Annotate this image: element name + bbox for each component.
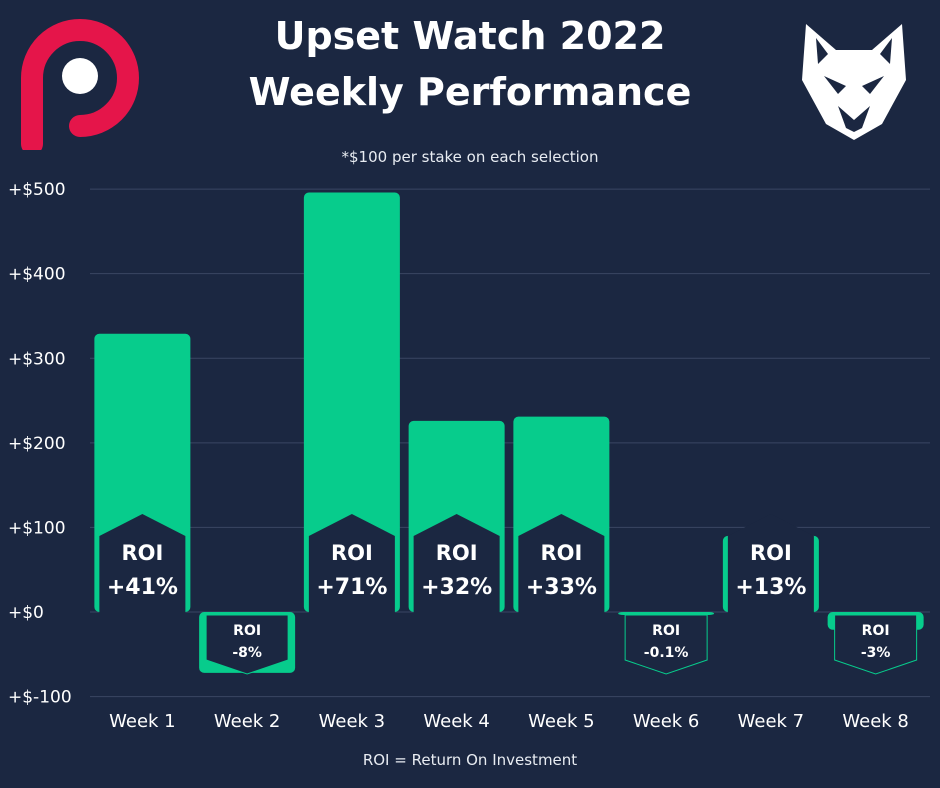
roi-label-value: -0.1% xyxy=(644,645,689,661)
y-tick-label: +$0 xyxy=(8,603,44,623)
roi-label-value: +13% xyxy=(735,575,806,600)
roi-label-box xyxy=(518,514,605,613)
roi-label-title: ROI xyxy=(436,541,478,565)
roi-label-box xyxy=(205,614,289,675)
roi-label-title: ROI xyxy=(862,623,890,639)
roi-label-title: ROI xyxy=(121,541,163,565)
x-tick-label: Week 5 xyxy=(528,711,595,732)
wolf-logo-icon xyxy=(802,24,906,140)
roi-label-box xyxy=(727,514,814,613)
roi-label-value: +71% xyxy=(316,575,387,600)
roi-label-value: -8% xyxy=(232,645,262,661)
bar xyxy=(618,612,715,615)
chart-title-line2: Weekly Performance xyxy=(248,70,692,114)
chart-footnote: ROI = Return On Investment xyxy=(362,751,578,769)
roi-label-value: +32% xyxy=(421,575,492,600)
chart-title-line1: Upset Watch 2022 xyxy=(274,14,666,58)
x-tick-label: Week 1 xyxy=(109,711,176,732)
x-tick-label: Week 2 xyxy=(214,711,281,732)
roi-label-box xyxy=(624,614,708,675)
roi-label-box xyxy=(413,514,500,613)
y-tick-label: +$-100 xyxy=(8,688,72,708)
y-tick-label: +$300 xyxy=(8,349,66,369)
roi-label-box xyxy=(834,614,918,675)
bar xyxy=(303,192,400,612)
roi-label-box xyxy=(99,514,186,613)
chart-subtitle: *$100 per stake on each selection xyxy=(341,148,599,166)
roi-label-title: ROI xyxy=(540,541,582,565)
y-tick-label: +$500 xyxy=(8,180,66,200)
roi-label-title: ROI xyxy=(652,623,680,639)
brand-p-logo-icon xyxy=(21,19,139,150)
roi-label-title: ROI xyxy=(233,623,261,639)
x-tick-label: Week 6 xyxy=(633,711,700,732)
x-tick-label: Week 8 xyxy=(842,711,909,732)
roi-label-title: ROI xyxy=(331,541,373,565)
y-tick-label: +$100 xyxy=(8,518,66,538)
roi-label-value: -3% xyxy=(861,645,891,661)
roi-label-value: +41% xyxy=(107,575,178,600)
y-tick-label: +$200 xyxy=(8,434,66,454)
x-tick-label: Week 3 xyxy=(319,711,386,732)
roi-label-box xyxy=(308,514,395,613)
x-tick-label: Week 4 xyxy=(423,711,490,732)
roi-label-title: ROI xyxy=(750,541,792,565)
y-tick-label: +$400 xyxy=(8,265,66,285)
x-tick-label: Week 7 xyxy=(738,711,805,732)
roi-label-value: +33% xyxy=(526,575,597,600)
